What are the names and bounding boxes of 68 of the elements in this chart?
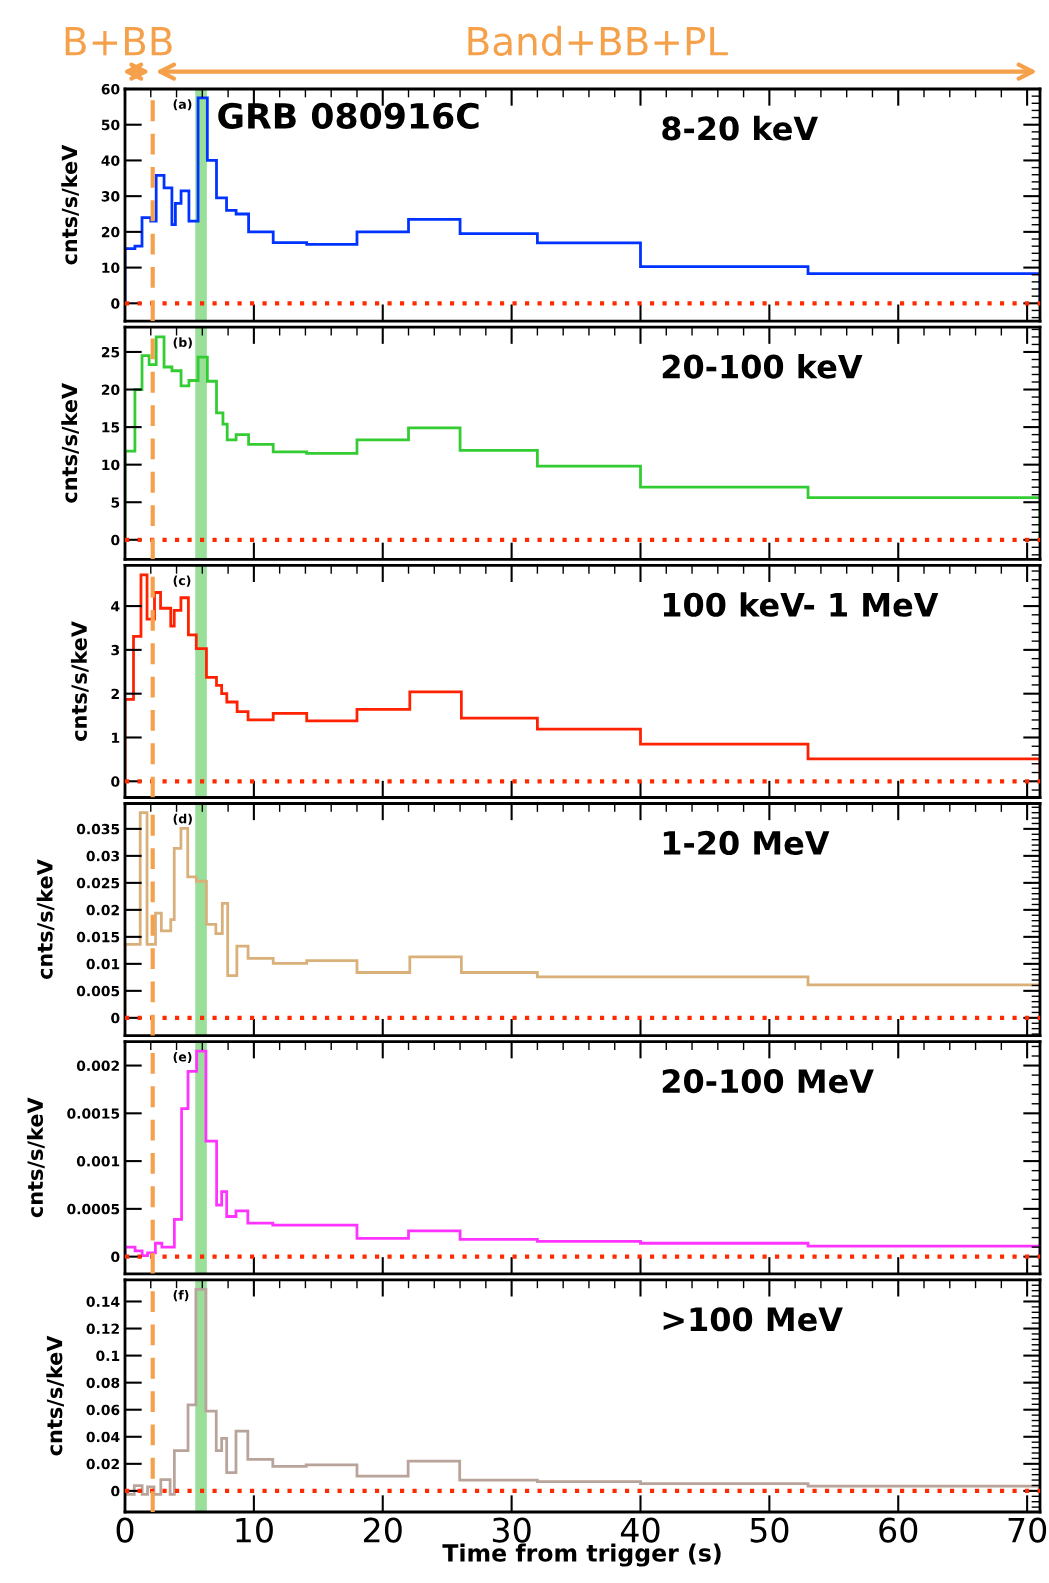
text: 1-20 MeV — [663, 830, 830, 856]
y-tick-label: 0 — [111, 1251, 120, 1263]
annotation: (f) — [173, 1290, 189, 1302]
y-tick-label: 0.12 — [86, 1323, 119, 1335]
y-axis-title: cnts/s/keV — [61, 144, 79, 265]
y-tick-label: 50 — [101, 119, 120, 131]
text: 8-20 keV — [662, 115, 818, 141]
y-axis-title: cnts/s/keV — [36, 859, 55, 980]
y-tick-label: 0 — [111, 1485, 120, 1497]
y-tick-label: 20 — [101, 226, 120, 238]
text: 100 keV- 1 MeV — [663, 592, 939, 617]
y-tick-label: 15 — [102, 422, 120, 433]
y-tick-label: 0.005 — [76, 985, 120, 997]
y-tick-label: 0 — [111, 534, 120, 546]
y-tick-label: 60 — [101, 83, 120, 95]
y-tick-label: 10 — [102, 459, 120, 471]
x-tick-label: 40 — [620, 1517, 660, 1543]
y-tick-label: 0.0015 — [67, 1108, 120, 1119]
y-tick-label: 0.0005 — [67, 1203, 120, 1215]
text: >100 MeV — [663, 1307, 843, 1332]
annotation: (b) — [173, 337, 192, 349]
y-tick-label: 0 — [111, 1012, 120, 1024]
y-tick-label: 0.015 — [76, 931, 120, 943]
y-tick-label: 1 — [112, 732, 120, 743]
y-axis-title: cnts/s/keV — [46, 1335, 65, 1456]
x-tick-label: 10 — [236, 1517, 273, 1543]
y-tick-label: 0.04 — [86, 1431, 120, 1443]
text: 20-100 MeV — [662, 1069, 874, 1094]
y-tick-label: 0.03 — [86, 850, 120, 862]
y-tick-label: 0.002 — [76, 1060, 119, 1072]
annotation: (c) — [173, 575, 191, 587]
y-tick-label: 5 — [111, 497, 120, 508]
y-tick-label: 0.02 — [86, 1458, 119, 1470]
text: Band+BB+PL — [468, 25, 728, 56]
x-tick-label: 70 — [1008, 1517, 1047, 1543]
y-axis-title: cnts/s/keV — [70, 621, 89, 741]
y-tick-label: 4 — [111, 601, 120, 612]
annotation: (e) — [173, 1051, 192, 1064]
y-tick-label: 0.02 — [86, 904, 119, 916]
y-tick-label: 0.001 — [76, 1156, 120, 1167]
x-tick-label: 50 — [750, 1517, 789, 1543]
x-tick-label: 30 — [492, 1517, 531, 1543]
y-tick-label: 10 — [102, 262, 120, 274]
y-tick-label: 0.08 — [86, 1377, 120, 1389]
y-axis-title: cnts/s/keV — [26, 1097, 45, 1218]
y-tick-label: 2 — [111, 688, 119, 699]
text: B+BB — [65, 27, 172, 56]
y-tick-label: 20 — [101, 384, 120, 395]
y-tick-label: 0 — [111, 298, 120, 309]
y-tick-label: 0.1 — [96, 1350, 120, 1362]
y-tick-label: 0.06 — [86, 1404, 120, 1416]
annotation: (d) — [173, 813, 192, 825]
annotation: (a) — [173, 99, 192, 111]
y-tick-label: 0.025 — [76, 877, 120, 889]
text: 20-100 keV — [662, 353, 863, 379]
chart-title: GRB 080916C — [218, 102, 479, 129]
x-tick-label: 60 — [879, 1517, 918, 1543]
y-tick-label: 0.01 — [86, 958, 120, 970]
y-tick-label: 0 — [111, 776, 120, 787]
y-tick-label: 0.14 — [86, 1296, 120, 1307]
y-tick-label: 30 — [101, 191, 120, 202]
x-axis-title: Time from trigger (s) — [442, 1543, 721, 1567]
y-tick-label: 0.035 — [76, 823, 120, 835]
y-tick-label: 40 — [101, 155, 120, 166]
y-axis-title: cnts/s/keV — [61, 382, 79, 503]
y-tick-label: 3 — [111, 644, 120, 656]
y-tick-label: 25 — [101, 346, 120, 358]
x-tick-label: 20 — [363, 1517, 402, 1543]
